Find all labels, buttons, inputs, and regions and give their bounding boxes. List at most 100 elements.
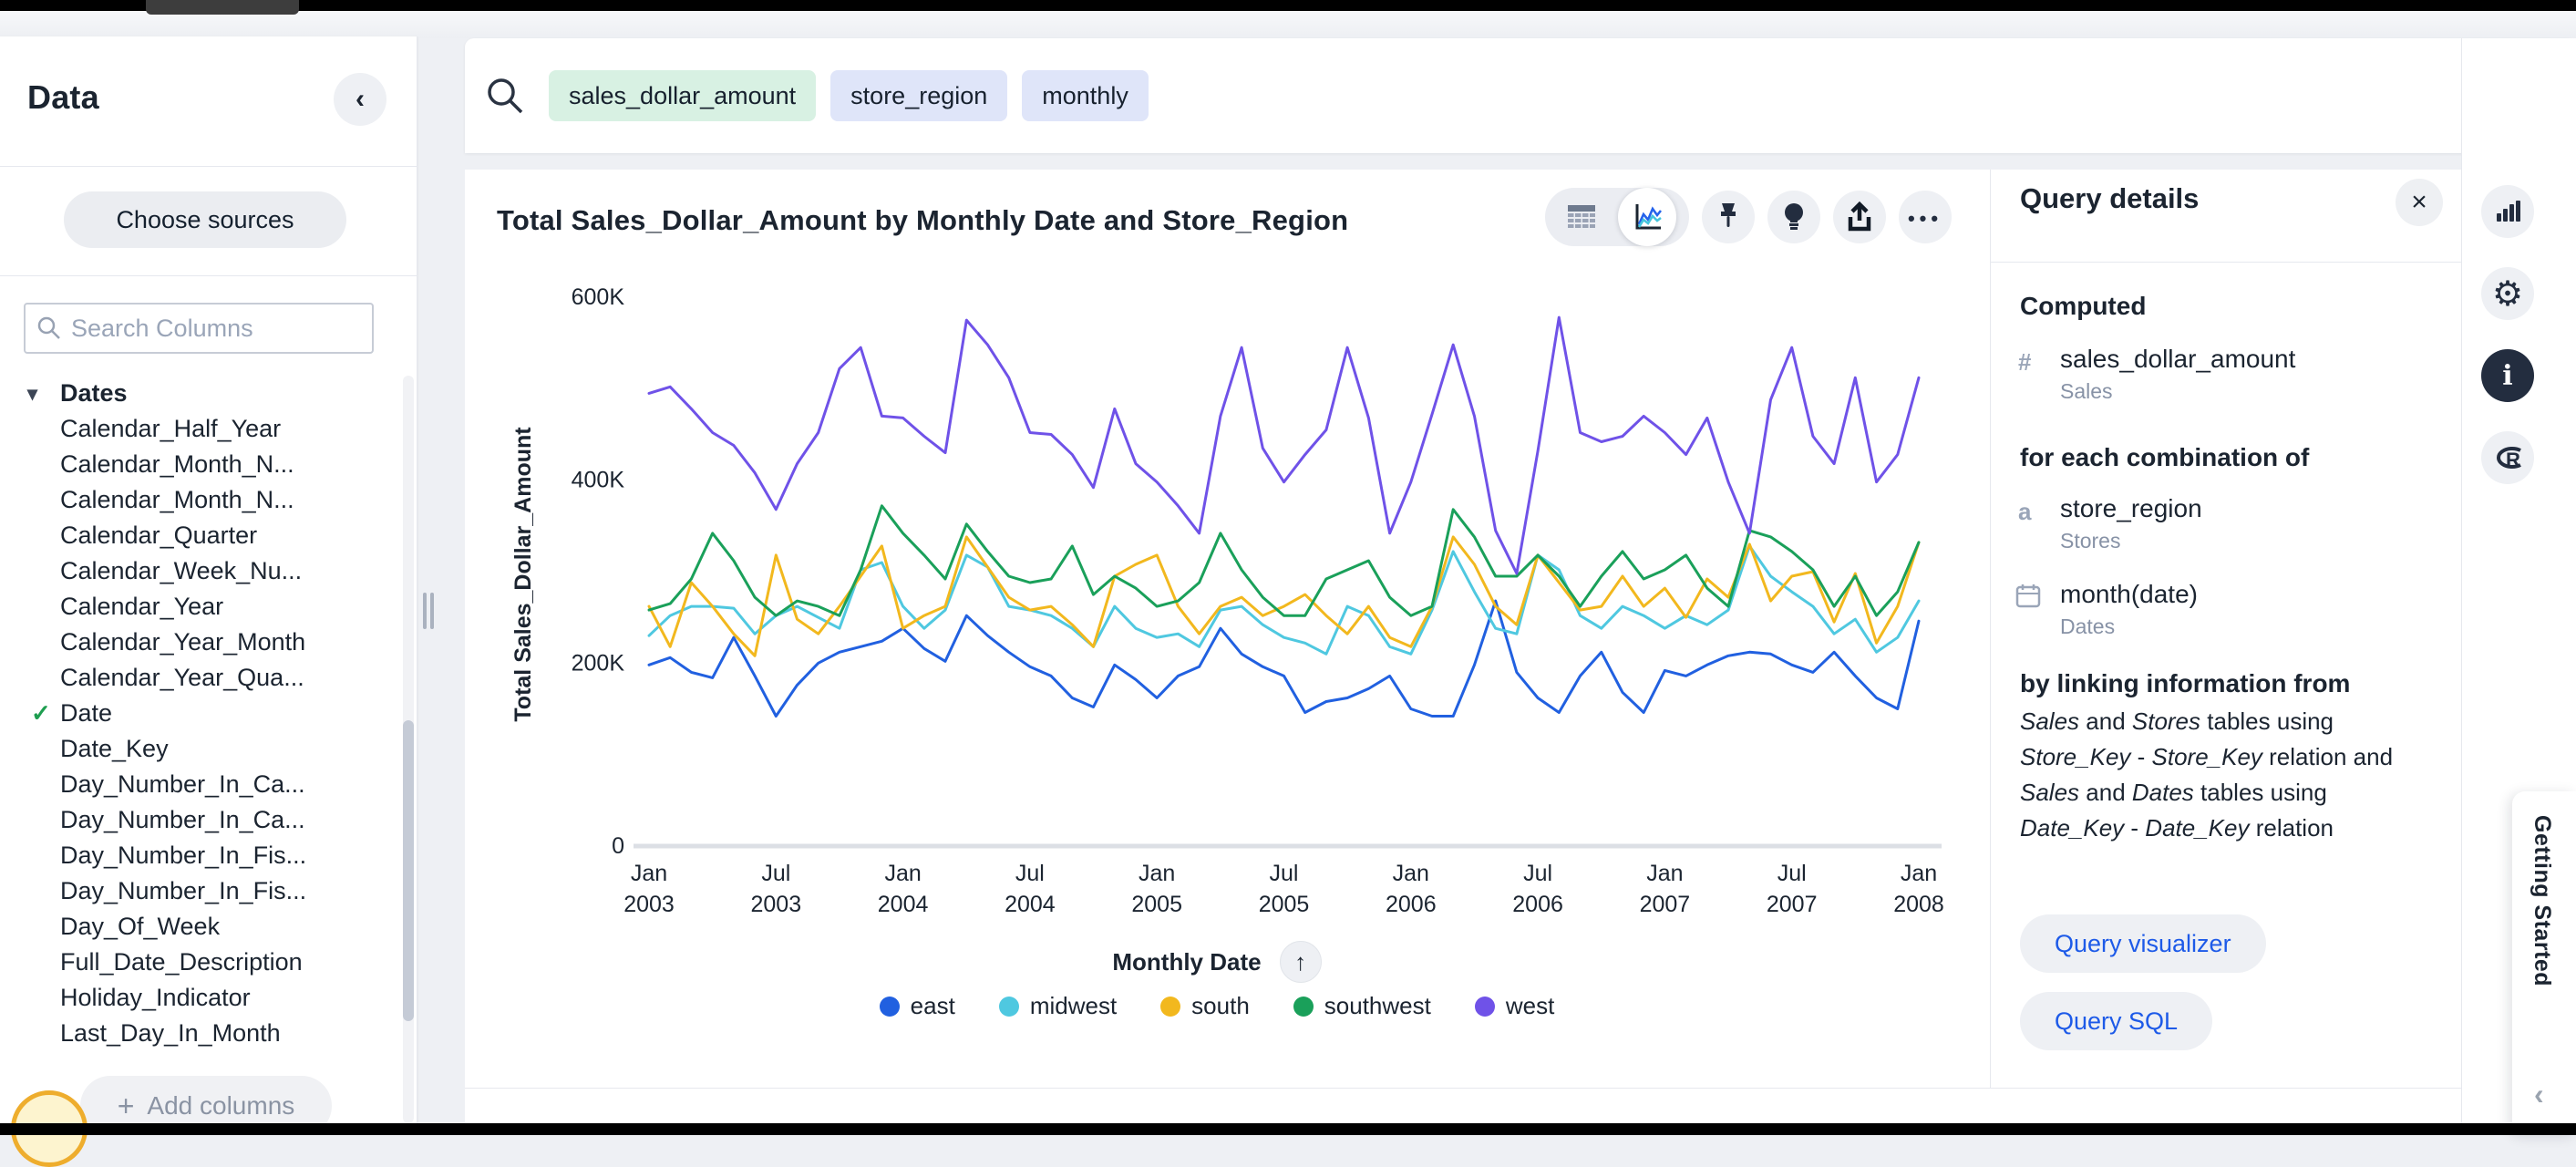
r-analysis-button[interactable]: R xyxy=(2481,431,2534,484)
lightbulb-icon xyxy=(1785,203,1803,230)
svg-text:200K: 200K xyxy=(572,650,625,676)
column-item[interactable]: Last_Day_In_Month xyxy=(60,1019,281,1047)
svg-text:Jan: Jan xyxy=(1646,861,1683,886)
svg-text:2005: 2005 xyxy=(1259,892,1310,917)
legend-item-west[interactable]: west xyxy=(1474,992,1554,1020)
pin-button[interactable] xyxy=(1702,191,1755,243)
more-options-button[interactable]: ••• xyxy=(1899,191,1952,243)
svg-text:2006: 2006 xyxy=(1512,892,1563,917)
sort-ascending-button[interactable]: ↑ xyxy=(1279,941,1322,983)
divider xyxy=(0,166,417,167)
column-item[interactable]: Calendar_Year_Month xyxy=(60,628,306,656)
column-item[interactable]: Calendar_Month_N... xyxy=(60,450,294,478)
column-item-date-selected[interactable]: ✓ Date xyxy=(31,699,113,727)
attribute-table: Stores xyxy=(2060,529,2121,553)
legend-item-midwest[interactable]: midwest xyxy=(998,992,1117,1020)
column-item[interactable]: Full_Date_Description xyxy=(60,948,303,976)
search-token-measure[interactable]: sales_dollar_amount xyxy=(549,70,817,121)
measure-table: Sales xyxy=(2060,379,2113,403)
svg-text:2004: 2004 xyxy=(1005,892,1056,917)
column-item[interactable]: Calendar_Week_Nu... xyxy=(60,557,303,584)
legend-dot xyxy=(1160,996,1181,1017)
column-item[interactable]: Day_Number_In_Ca... xyxy=(60,806,305,833)
query-details-close-button[interactable]: × xyxy=(2396,179,2443,226)
svg-text:Jan: Jan xyxy=(1139,861,1175,886)
svg-text:2004: 2004 xyxy=(878,892,929,917)
window-header-band xyxy=(0,11,2576,38)
choose-sources-button[interactable]: Choose sources xyxy=(64,191,346,248)
sidebar-resize-handle[interactable] xyxy=(423,593,436,629)
divider xyxy=(1991,262,2461,263)
legend-dot xyxy=(1474,996,1495,1017)
legend-dot xyxy=(879,996,900,1017)
legend-item-east[interactable]: east xyxy=(879,992,955,1020)
sidebar-scrollbar-thumb[interactable] xyxy=(403,720,414,1021)
insights-button[interactable] xyxy=(1767,191,1820,243)
linking-description: Sales and Stores tables using Store_Key -… xyxy=(2020,707,2394,842)
svg-text:2007: 2007 xyxy=(1640,892,1691,917)
column-item[interactable]: Calendar_Quarter xyxy=(60,522,258,549)
share-button[interactable] xyxy=(1833,191,1886,243)
svg-text:400K: 400K xyxy=(572,468,625,493)
column-item[interactable]: Calendar_Half_Year xyxy=(60,415,282,442)
chart-view-button-active[interactable] xyxy=(1618,188,1676,246)
svg-text:Jul: Jul xyxy=(1015,861,1045,886)
column-item[interactable]: Calendar_Year_Qua... xyxy=(60,664,304,691)
svg-text:Jan: Jan xyxy=(884,861,921,886)
column-search-box[interactable] xyxy=(24,303,374,354)
column-group-dates[interactable]: ▾ Dates xyxy=(27,379,128,407)
divider xyxy=(465,1088,2461,1089)
x-axis-title: Monthly Date xyxy=(1112,947,1262,976)
svg-text:2005: 2005 xyxy=(1131,892,1182,917)
search-token-keyword[interactable]: monthly xyxy=(1022,70,1149,121)
query-info-button-active[interactable]: i xyxy=(2481,349,2534,402)
legend-item-south[interactable]: south xyxy=(1160,992,1250,1020)
svg-text:R: R xyxy=(2506,449,2520,471)
column-item[interactable]: Calendar_Month_N... xyxy=(60,486,294,513)
column-item[interactable]: Day_Of_Week xyxy=(60,913,221,940)
query-sql-button[interactable]: Query SQL xyxy=(2020,992,2213,1050)
search-token-attribute[interactable]: store_region xyxy=(830,70,1008,121)
chevron-down-icon: ▾ xyxy=(27,382,38,405)
table-view-button[interactable] xyxy=(1545,191,1618,243)
svg-text:Jul: Jul xyxy=(1270,861,1299,886)
query-visualizer-button[interactable]: Query visualizer xyxy=(2020,914,2266,973)
view-toggle xyxy=(1545,188,1689,246)
linking-heading: by linking information from xyxy=(2020,669,2351,697)
line-chart-icon xyxy=(1635,204,1663,230)
date-field-name: month(date) xyxy=(2060,580,2198,608)
search-icon xyxy=(37,316,60,339)
column-item[interactable]: Calendar_Year xyxy=(60,593,224,620)
column-item[interactable]: Day_Number_In_Fis... xyxy=(60,842,307,869)
svg-text:2008: 2008 xyxy=(1893,892,1944,917)
chevron-left-icon[interactable]: ‹ xyxy=(2534,1078,2544,1110)
sales-line-chart[interactable]: 600K 400K 200K 0 Total Sales_Dollar_Amount Ja… xyxy=(483,264,1951,939)
query-details-title: Query details xyxy=(2020,182,2200,214)
settings-button[interactable]: ⚙ xyxy=(2481,267,2534,320)
bar-chart-icon xyxy=(2497,201,2520,222)
window-top-tab xyxy=(146,0,299,15)
svg-text:2003: 2003 xyxy=(750,892,801,917)
svg-text:Jan: Jan xyxy=(1393,861,1429,886)
svg-text:Jan: Jan xyxy=(631,861,667,886)
sidebar-collapse-button[interactable]: ‹ xyxy=(334,73,386,126)
column-item[interactable]: Day_Number_In_Ca... xyxy=(60,770,305,798)
measure-name: sales_dollar_amount xyxy=(2060,345,2296,373)
chart-legend: east midwest south southwest west xyxy=(483,992,1951,1020)
column-item[interactable]: Day_Number_In_Fis... xyxy=(60,877,307,904)
column-item[interactable]: Date_Key xyxy=(60,735,169,762)
attribute-icon: a xyxy=(2018,498,2032,525)
chart-config-button[interactable] xyxy=(2481,185,2534,238)
add-columns-button[interactable]: + Add columns xyxy=(80,1076,332,1123)
window-bottom-bar xyxy=(0,1123,2576,1135)
search-bar[interactable]: sales_dollar_amount store_region monthly xyxy=(465,38,2576,153)
column-search-input[interactable] xyxy=(71,314,345,343)
svg-text:Total Sales_Dollar_Amount: Total Sales_Dollar_Amount xyxy=(510,427,536,722)
getting-started-tab[interactable]: Getting Started ‹ xyxy=(2512,791,2576,1135)
svg-text:600K: 600K xyxy=(572,284,625,310)
svg-text:Jul: Jul xyxy=(1777,861,1807,886)
column-item[interactable]: Holiday_Indicator xyxy=(60,984,251,1011)
date-field-table: Dates xyxy=(2060,614,2116,638)
legend-item-southwest[interactable]: southwest xyxy=(1293,992,1431,1020)
measure-icon: # xyxy=(2018,348,2032,376)
